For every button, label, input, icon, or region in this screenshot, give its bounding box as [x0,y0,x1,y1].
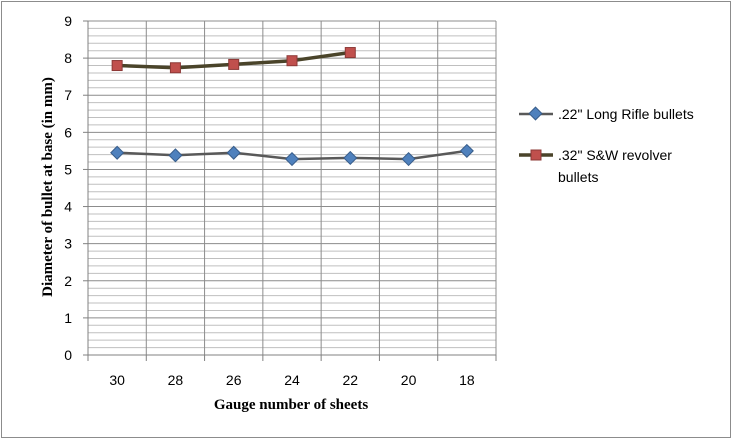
y-tick-label: 6 [64,124,72,140]
y-tick-label: 3 [64,236,72,252]
y-tick-label: 1 [64,310,72,326]
y-tick-label: 8 [64,50,72,66]
series-2 [111,47,356,74]
y-axis-title: Diameter of bullet at base (in mm) [40,77,56,297]
legend-label-series-2-line-1: .32" S&W revolver [558,147,672,163]
x-tick-label: 28 [168,372,184,388]
y-tick-label: 9 [64,13,72,29]
legend-marker-diamond [528,106,543,121]
y-tick-labels: 0 1 2 3 4 5 6 7 8 9 [64,13,72,363]
x-tick-label: 24 [284,372,300,388]
data-series [110,47,474,167]
data-point-diamond [401,151,416,167]
legend-label-series-2-line-2: bullets [558,169,598,185]
y-tick-label: 4 [64,199,72,215]
data-point-square [286,55,298,67]
data-point-diamond [110,145,125,160]
x-tick-label: 30 [109,372,125,388]
data-point-square [111,60,123,72]
x-tick-label: 26 [226,372,242,388]
x-tick-label: 20 [401,372,417,388]
y-tick-label: 5 [64,161,72,177]
series-1 [110,143,474,167]
legend-marker-square [530,149,542,161]
x-axis-title: Gauge number of sheets [214,397,368,413]
data-point-square [228,58,240,70]
y-tick-label: 7 [64,87,72,103]
data-point-diamond [226,145,241,160]
y-tick-label: 2 [64,273,72,289]
legend-item-series-2: .32" S&W revolver bullets [519,147,672,185]
data-point-square [169,62,181,74]
x-tick-label: 22 [342,372,358,388]
data-point-square [344,47,356,59]
x-tick-label: 18 [459,372,475,388]
legend-item-series-1: .22" Long Rifle bullets [519,106,694,122]
data-point-diamond [168,148,183,163]
data-point-diamond [459,143,474,158]
legend-label-series-1: .22" Long Rifle bullets [558,106,694,122]
x-tick-labels: 30 28 26 24 22 20 18 [109,372,475,388]
data-point-diamond [284,151,300,167]
data-point-diamond [343,150,358,166]
legend: .22" Long Rifle bullets .32" S&W revolve… [519,106,694,185]
axes [83,20,497,361]
gridlines [88,20,497,355]
y-tick-label: 0 [64,347,72,363]
